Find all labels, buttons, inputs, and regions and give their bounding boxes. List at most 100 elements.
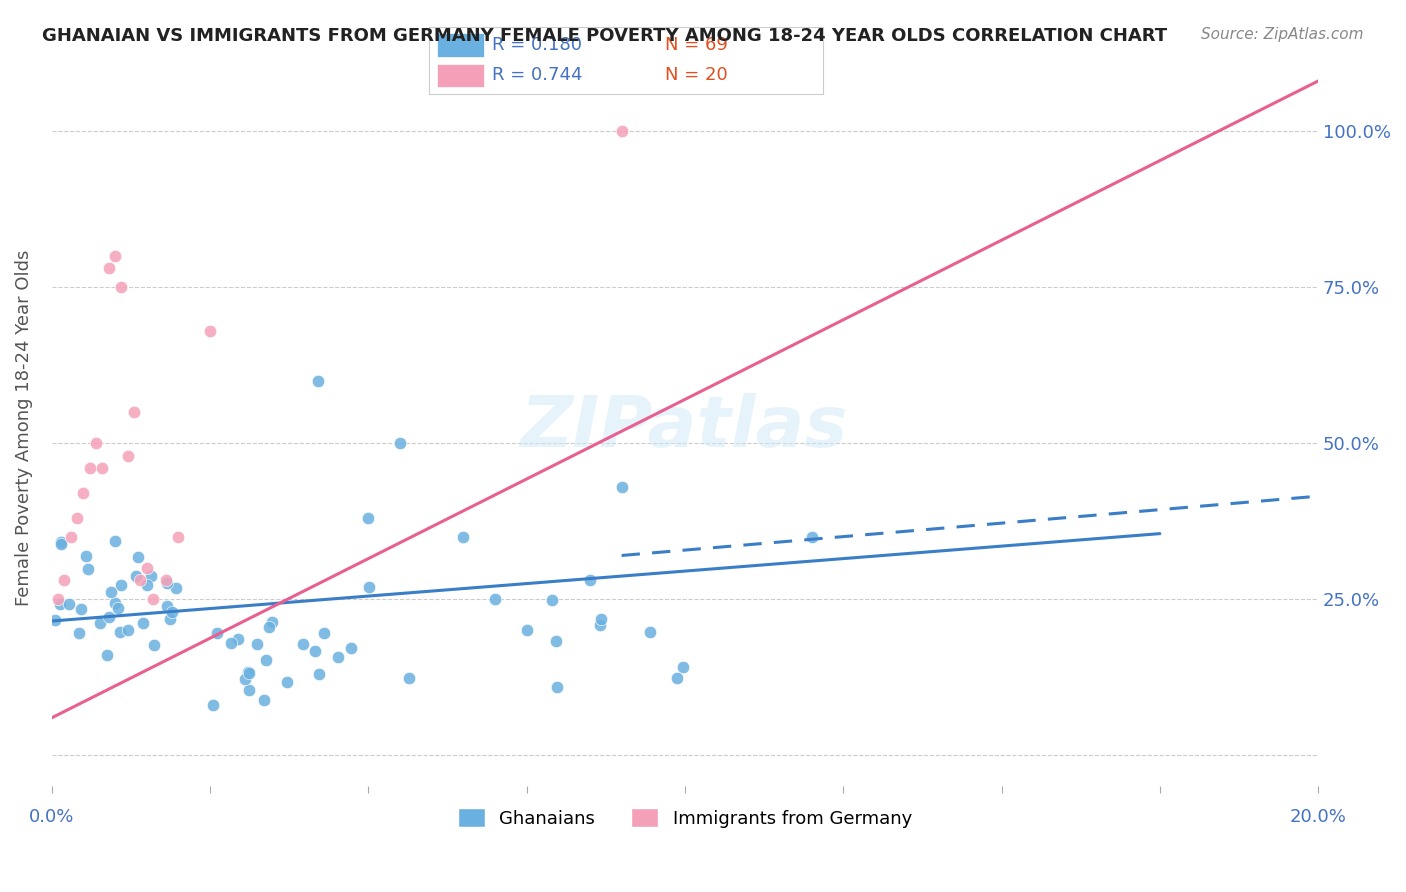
Point (107, 601, 129, 615)
Point (156, 599, 179, 614)
Point (49, 597, 72, 611)
Point (665, 671, 688, 685)
Point (108, 625, 131, 640)
Point (388, 436, 411, 450)
Bar (437, 63, 484, 87)
Point (75, 549, 97, 563)
Point (132, 615, 155, 630)
Point (672, 660, 695, 674)
Point (398, 672, 420, 686)
Point (122, 405, 145, 419)
Bar (437, 34, 484, 57)
Point (254, 653, 277, 667)
Point (159, 611, 181, 625)
Point (165, 581, 187, 595)
Text: N = 20: N = 20 (665, 66, 728, 84)
Point (308, 666, 330, 681)
Point (544, 633, 567, 648)
Point (58, 597, 80, 611)
Point (129, 574, 152, 588)
Point (156, 576, 179, 591)
Point (226, 632, 249, 646)
Point (610, 480, 633, 494)
Point (484, 592, 506, 607)
Point (125, 569, 148, 583)
Point (246, 637, 269, 651)
Point (79, 461, 101, 475)
Text: GHANAIAN VS IMMIGRANTS FROM GERMANY FEMALE POVERTY AMONG 18-24 YEAR OLDS CORRELA: GHANAIAN VS IMMIGRANTS FROM GERMANY FEMA… (42, 27, 1167, 45)
Point (579, 574, 602, 588)
Point (307, 374, 329, 388)
Point (117, 449, 139, 463)
Point (160, 605, 183, 619)
Point (253, 693, 276, 707)
Point (292, 637, 315, 651)
Text: 20.0%: 20.0% (1289, 808, 1347, 826)
Point (357, 580, 380, 594)
Point (139, 569, 162, 583)
Point (546, 680, 568, 694)
Point (257, 620, 280, 634)
Text: N = 69: N = 69 (665, 37, 728, 54)
Point (800, 530, 823, 544)
Y-axis label: Female Poverty Among 18-24 Year Olds: Female Poverty Among 18-24 Year Olds (15, 249, 32, 606)
Point (77, 562, 100, 576)
Text: ZIPatlas: ZIPatlas (522, 393, 849, 462)
Point (100, 585, 122, 599)
Point (66, 511, 89, 525)
Point (589, 612, 612, 626)
Point (72, 486, 94, 500)
Point (67, 625, 90, 640)
Point (167, 530, 190, 544)
Point (53, 574, 76, 588)
Point (201, 698, 224, 712)
Point (70, 602, 93, 616)
Point (104, 249, 127, 263)
Point (59, 530, 82, 544)
Point (98, 610, 121, 624)
Point (314, 626, 336, 640)
Point (198, 324, 221, 338)
Point (97, 261, 120, 276)
Point (135, 561, 157, 575)
Text: 0.0%: 0.0% (30, 808, 75, 826)
Point (238, 666, 260, 681)
Point (96, 648, 118, 662)
Point (51, 535, 73, 549)
Point (276, 674, 298, 689)
Point (235, 672, 257, 686)
Point (127, 549, 149, 564)
Point (135, 577, 157, 591)
Point (304, 644, 326, 658)
Point (589, 617, 612, 632)
Point (104, 534, 127, 549)
Point (260, 615, 283, 630)
Point (236, 665, 259, 679)
Point (638, 625, 661, 640)
Point (326, 650, 349, 665)
Point (46, 592, 69, 607)
Point (142, 592, 165, 607)
Point (117, 624, 139, 638)
Text: Source: ZipAtlas.com: Source: ZipAtlas.com (1201, 27, 1364, 42)
Point (516, 624, 538, 638)
Point (110, 280, 132, 294)
Point (238, 682, 260, 697)
Point (104, 596, 127, 610)
Point (541, 592, 564, 607)
Point (207, 625, 229, 640)
Point (49, 536, 72, 550)
Legend: Ghanaians, Immigrants from Germany: Ghanaians, Immigrants from Germany (450, 801, 920, 835)
Point (339, 641, 361, 656)
Text: R = 0.180: R = 0.180 (492, 37, 582, 54)
Point (453, 530, 475, 544)
Point (142, 638, 165, 652)
Point (91, 461, 114, 475)
Point (44, 613, 66, 627)
Point (110, 578, 132, 592)
Text: R = 0.744: R = 0.744 (492, 66, 582, 84)
Point (89, 616, 111, 631)
Point (155, 574, 177, 588)
Point (219, 636, 242, 650)
Point (357, 511, 380, 525)
